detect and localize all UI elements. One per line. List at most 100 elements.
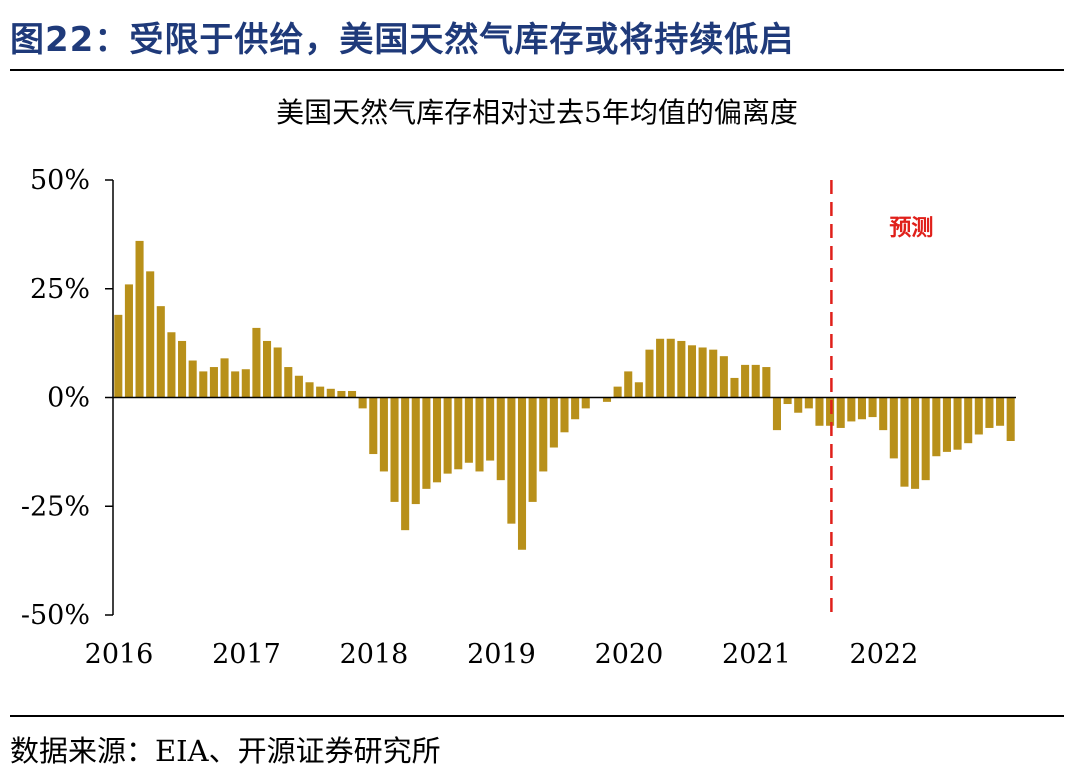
bar-66 (815, 397, 824, 426)
bar-40 (539, 397, 548, 472)
bar-51 (656, 338, 665, 398)
bar-3 (146, 271, 155, 398)
bar-60 (751, 364, 760, 398)
bar-0 (114, 314, 123, 398)
bar-71 (868, 397, 877, 418)
bar-35 (486, 397, 495, 461)
bar-57 (719, 356, 728, 398)
bar-1 (124, 284, 133, 398)
bar-2 (135, 240, 144, 398)
bar-80 (964, 397, 973, 444)
y-tick-label-1: 25% (30, 274, 90, 305)
bar-10 (220, 358, 229, 398)
bar-84 (1006, 397, 1015, 441)
x-tick-label-6: 2022 (850, 639, 919, 670)
bar-49 (634, 382, 643, 398)
bar-18 (305, 382, 314, 398)
bar-23 (358, 397, 367, 409)
bottom-rule (10, 715, 1064, 717)
bar-24 (369, 397, 378, 455)
y-tick-label-2: 0% (47, 383, 90, 414)
bar-74 (900, 397, 909, 487)
x-tick-label-2: 2018 (340, 639, 409, 670)
axes-group (105, 179, 1016, 616)
bar-73 (889, 397, 898, 459)
bar-14 (263, 340, 272, 398)
y-tick-label-3: -25% (21, 491, 90, 522)
bar-27 (401, 397, 410, 531)
figure-title: 图22：受限于供给，美国天然气库存或将持续低启 (10, 20, 795, 60)
bar-37 (507, 397, 516, 524)
bar-42 (560, 397, 569, 433)
bar-19 (316, 386, 325, 398)
bar-26 (390, 397, 399, 502)
bar-20 (326, 388, 335, 398)
bar-58 (730, 377, 739, 398)
bar-38 (517, 397, 527, 550)
bar-72 (879, 397, 888, 431)
bar-25 (379, 397, 388, 472)
x-tick-label-1: 2017 (212, 639, 281, 670)
bar-16 (284, 367, 293, 398)
bar-55 (698, 347, 707, 398)
bar-44 (581, 397, 590, 409)
bar-41 (549, 397, 558, 448)
bar-17 (294, 375, 303, 398)
bar-62 (772, 397, 781, 431)
bar-53 (677, 340, 686, 398)
bar-22 (347, 390, 357, 398)
bar-79 (953, 397, 962, 450)
bar-61 (762, 367, 771, 398)
bar-29 (422, 397, 431, 489)
bar-46 (602, 397, 612, 402)
x-tick-labels: 2016 2017 2018 2019 2020 2021 2022 (85, 639, 919, 670)
bar-81 (974, 397, 983, 435)
bar-39 (528, 397, 537, 502)
bar-31 (443, 397, 452, 474)
bar-76 (921, 397, 930, 481)
y-tick-labels: 50% 25% 0% -25% -50% (21, 165, 90, 631)
bar-65 (804, 397, 813, 409)
bar-8 (199, 371, 208, 398)
bar-83 (996, 397, 1005, 426)
bar-12 (241, 369, 250, 398)
bar-78 (942, 397, 951, 452)
source-note: 数据来源：EIA、开源证券研究所 (10, 734, 441, 768)
bar-21 (337, 390, 346, 398)
bar-5 (167, 332, 176, 398)
bar-75 (911, 397, 920, 489)
bar-11 (231, 371, 240, 398)
x-tick-label-0: 2016 (85, 639, 154, 670)
bar-9 (209, 367, 218, 398)
chart: 美国天然气库存相对过去5年均值的偏离度 50% 25% 0% -25% -50% 201… (21, 96, 1016, 670)
bar-4 (156, 306, 165, 398)
bar-64 (794, 397, 803, 413)
bar-77 (932, 397, 941, 457)
bar-63 (783, 397, 792, 405)
bar-69 (847, 397, 856, 422)
bar-43 (571, 397, 580, 420)
top-rule (10, 69, 1064, 71)
bar-50 (645, 349, 654, 398)
bar-70 (857, 397, 866, 420)
bar-6 (178, 340, 187, 398)
bar-59 (741, 364, 750, 398)
bar-67 (826, 397, 835, 426)
bar-13 (252, 327, 261, 398)
chart-title: 美国天然气库存相对过去5年均值的偏离度 (276, 96, 798, 129)
x-tick-label-3: 2019 (467, 639, 536, 670)
bar-47 (613, 386, 622, 398)
bar-32 (454, 397, 463, 470)
x-tick-label-5: 2021 (722, 639, 791, 670)
bar-82 (985, 397, 994, 428)
bar-68 (836, 397, 845, 428)
y-tick-label-4: -50% (21, 600, 90, 631)
bar-28 (411, 397, 420, 505)
bar-33 (464, 397, 473, 463)
bar-36 (496, 397, 505, 481)
bar-30 (432, 397, 442, 483)
bar-54 (687, 345, 697, 398)
bar-48 (624, 371, 633, 398)
bar-56 (709, 349, 718, 398)
forecast-annotation: 预测 (889, 216, 933, 241)
